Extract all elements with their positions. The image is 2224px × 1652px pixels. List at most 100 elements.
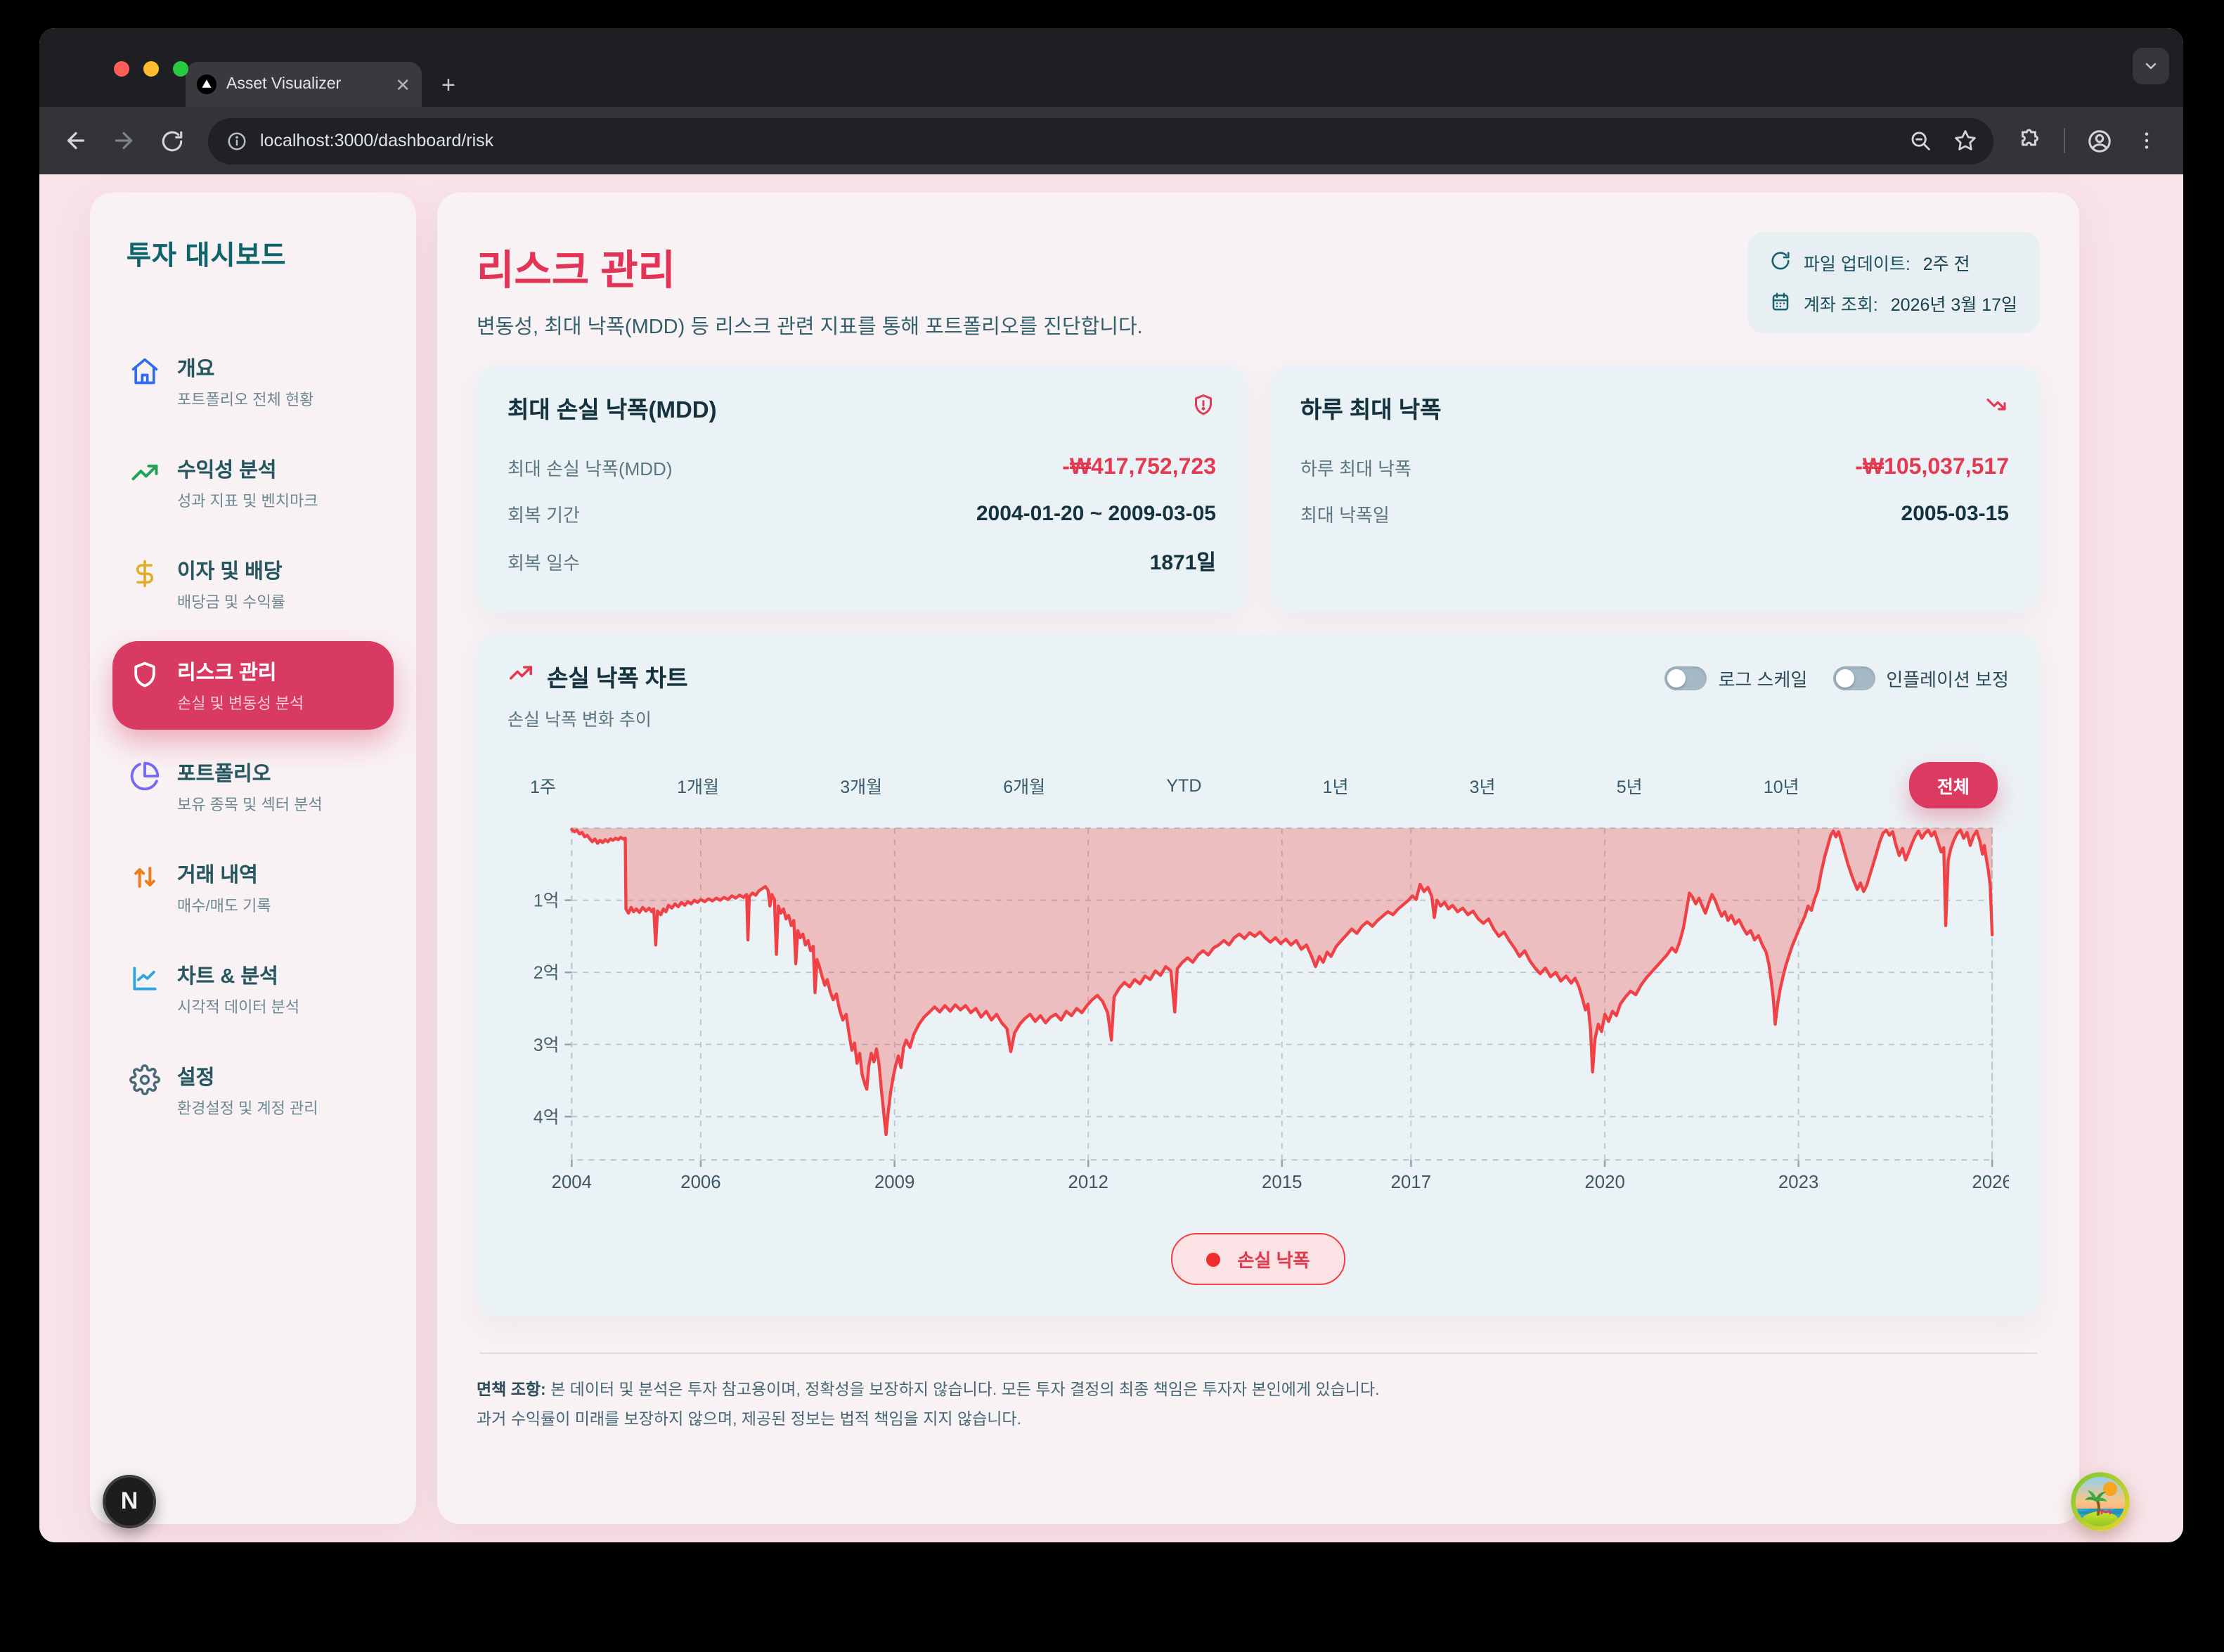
kebab-menu-icon[interactable]: [2127, 121, 2166, 160]
sidebar-item-label: 리스크 관리: [177, 662, 277, 685]
trending-up-icon: [129, 457, 160, 488]
drawdown-chart-svg[interactable]: 1억 2억 3억 4억 2004 2006 2009 2012 2015 2017 2020 2023…: [507, 817, 2009, 1199]
stat-label: 최대 손실 낙폭(MDD): [507, 458, 673, 479]
stat-row: 하루 최대 낙폭 -₩105,037,517: [1300, 444, 2009, 491]
page-title: 리스크 관리: [477, 249, 675, 294]
range-button-3개월[interactable]: 3개월: [829, 763, 893, 807]
nextjs-devtools-button[interactable]: N: [103, 1475, 156, 1528]
reload-icon[interactable]: [152, 121, 191, 160]
forward-icon[interactable]: [104, 121, 143, 160]
inflation-adjust-switch[interactable]: [1832, 666, 1875, 690]
trending-down-icon: [1984, 392, 2009, 424]
bookmark-star-icon[interactable]: [1946, 121, 1985, 160]
browser-tab[interactable]: Asset Visualizer ✕: [186, 62, 422, 107]
tab-close-icon[interactable]: ✕: [395, 74, 410, 95]
footer-divider: [479, 1353, 2037, 1354]
range-button-6개월[interactable]: 6개월: [992, 763, 1056, 807]
island-badge-icon[interactable]: [2071, 1472, 2130, 1531]
svg-text:3억: 3억: [534, 1035, 560, 1055]
url-text: localhost:3000/dashboard/risk: [260, 131, 494, 150]
zoom-window-button[interactable]: [173, 61, 188, 77]
zoom-out-icon[interactable]: [1901, 121, 1940, 160]
app-title: 투자 대시보드: [127, 242, 287, 271]
profile-icon[interactable]: [2079, 121, 2119, 160]
svg-text:4억: 4억: [534, 1107, 560, 1127]
legend-item-drawdown[interactable]: 손실 낙폭: [1171, 1233, 1345, 1285]
query-label: 계좌 조회:: [1803, 295, 1878, 315]
inflation-adjust-toggle[interactable]: 인플레이션 보정: [1832, 665, 2009, 692]
sidebar-item-1[interactable]: 수익성 분석 성과 지표 및 벤치마크: [112, 439, 394, 527]
mdd-card-title: 최대 손실 낙폭(MDD): [507, 398, 717, 423]
sidebar-item-2[interactable]: 이자 및 배당 배당금 및 수익률: [112, 540, 394, 628]
stat-value: -₩105,037,517: [1855, 455, 2009, 479]
stat-label: 회복 기간: [507, 505, 580, 526]
range-button-1개월[interactable]: 1개월: [666, 763, 730, 807]
page-subtitle: 변동성, 최대 낙폭(MDD) 등 리스크 관련 지표를 통해 포트폴리오를 진…: [477, 316, 1143, 339]
disclaimer: 면책 조항: 본 데이터 및 분석은 투자 참고용이며, 정확성을 보장하지 않…: [477, 1376, 2040, 1435]
new-tab-button[interactable]: +: [441, 72, 455, 98]
calendar-icon: [1770, 290, 1791, 316]
range-selector: 1주 1개월 3개월 6개월 YTD 1년 3년 5년 10년 전체: [519, 762, 1998, 808]
sidebar-item-label: 개요: [177, 359, 215, 381]
range-button-10년[interactable]: 10년: [1752, 763, 1811, 807]
stat-row: 회복 일수 1871일: [507, 537, 1216, 586]
log-scale-switch[interactable]: [1664, 666, 1707, 690]
dollar-icon: [129, 558, 160, 589]
sidebar-item-5[interactable]: 거래 내역 매수/매도 기록: [112, 844, 394, 932]
gear-icon: [129, 1064, 160, 1095]
pie-icon: [129, 761, 160, 792]
range-button-전체[interactable]: 전체: [1908, 762, 1998, 808]
stat-row: 최대 낙폭일 2005-03-15: [1300, 491, 2009, 537]
shield-icon: [129, 659, 160, 690]
sidebar-item-label: 수익성 분석: [177, 460, 277, 482]
sidebar-item-sub: 배당금 및 수익률: [177, 595, 285, 612]
range-button-1주[interactable]: 1주: [519, 763, 567, 807]
main-content: 리스크 관리 변동성, 최대 낙폭(MDD) 등 리스크 관련 지표를 통해 포…: [437, 193, 2079, 1524]
stat-row: 최대 손실 낙폭(MDD) -₩417,752,723: [507, 444, 1216, 491]
back-icon[interactable]: [56, 121, 96, 160]
range-button-YTD[interactable]: YTD: [1155, 767, 1213, 804]
sidebar-item-7[interactable]: 설정 환경설정 및 계정 관리: [112, 1046, 394, 1135]
tab-title: Asset Visualizer: [226, 76, 342, 93]
tab-search-chevron-icon[interactable]: [2133, 48, 2169, 84]
site-info-icon[interactable]: [225, 121, 247, 160]
toggle-label: 인플레이션 보정: [1886, 669, 2009, 690]
sidebar-item-label: 차트 & 분석: [177, 966, 278, 988]
close-window-button[interactable]: [114, 61, 129, 77]
sidebar-item-4[interactable]: 포트폴리오 보유 종목 및 섹터 분석: [112, 742, 394, 831]
stat-value: 2004-01-20 ~ 2009-03-05: [976, 502, 1216, 526]
trending-up-icon: [507, 659, 534, 693]
daily-card-title: 하루 최대 낙폭: [1300, 398, 1442, 423]
daily-drawdown-card: 하루 최대 낙폭 하루 최대 낙폭 -₩105,037,517 최대 낙폭일 2…: [1269, 366, 2040, 612]
sidebar-item-sub: 포트폴리오 전체 현황: [177, 392, 314, 409]
url-bar[interactable]: localhost:3000/dashboard/risk: [208, 117, 1993, 164]
stat-label: 하루 최대 낙폭: [1300, 458, 1411, 479]
minimize-window-button[interactable]: [143, 61, 159, 77]
stat-value: 2005-03-15: [1901, 502, 2009, 526]
update-value: 2주 전: [1922, 254, 1970, 274]
extensions-puzzle-icon[interactable]: [2010, 121, 2050, 160]
range-button-5년[interactable]: 5년: [1605, 763, 1654, 807]
range-button-1년[interactable]: 1년: [1312, 763, 1360, 807]
sidebar-item-label: 거래 내역: [177, 865, 258, 887]
svg-text:2006: 2006: [680, 1173, 720, 1192]
home-icon: [129, 356, 160, 387]
svg-text:2017: 2017: [1391, 1173, 1431, 1192]
browser-toolbar: localhost:3000/dashboard/risk: [39, 107, 2183, 174]
range-button-3년[interactable]: 3년: [1459, 763, 1507, 807]
log-scale-toggle[interactable]: 로그 스케일: [1664, 665, 1807, 692]
stat-value: 1871일: [1149, 551, 1216, 575]
sidebar-item-6[interactable]: 차트 & 분석 시각적 데이터 분석: [112, 945, 394, 1033]
traffic-lights: [114, 61, 188, 77]
chart-subtitle: 손실 낙폭 변화 추이: [507, 710, 652, 730]
vercel-favicon-icon: [197, 75, 216, 94]
sidebar-item-label: 포트폴리오: [177, 763, 271, 786]
arrows-up-down-icon: [129, 862, 160, 893]
stat-label: 회복 일수: [507, 553, 580, 574]
sidebar-item-sub: 손실 및 변동성 분석: [177, 696, 304, 713]
